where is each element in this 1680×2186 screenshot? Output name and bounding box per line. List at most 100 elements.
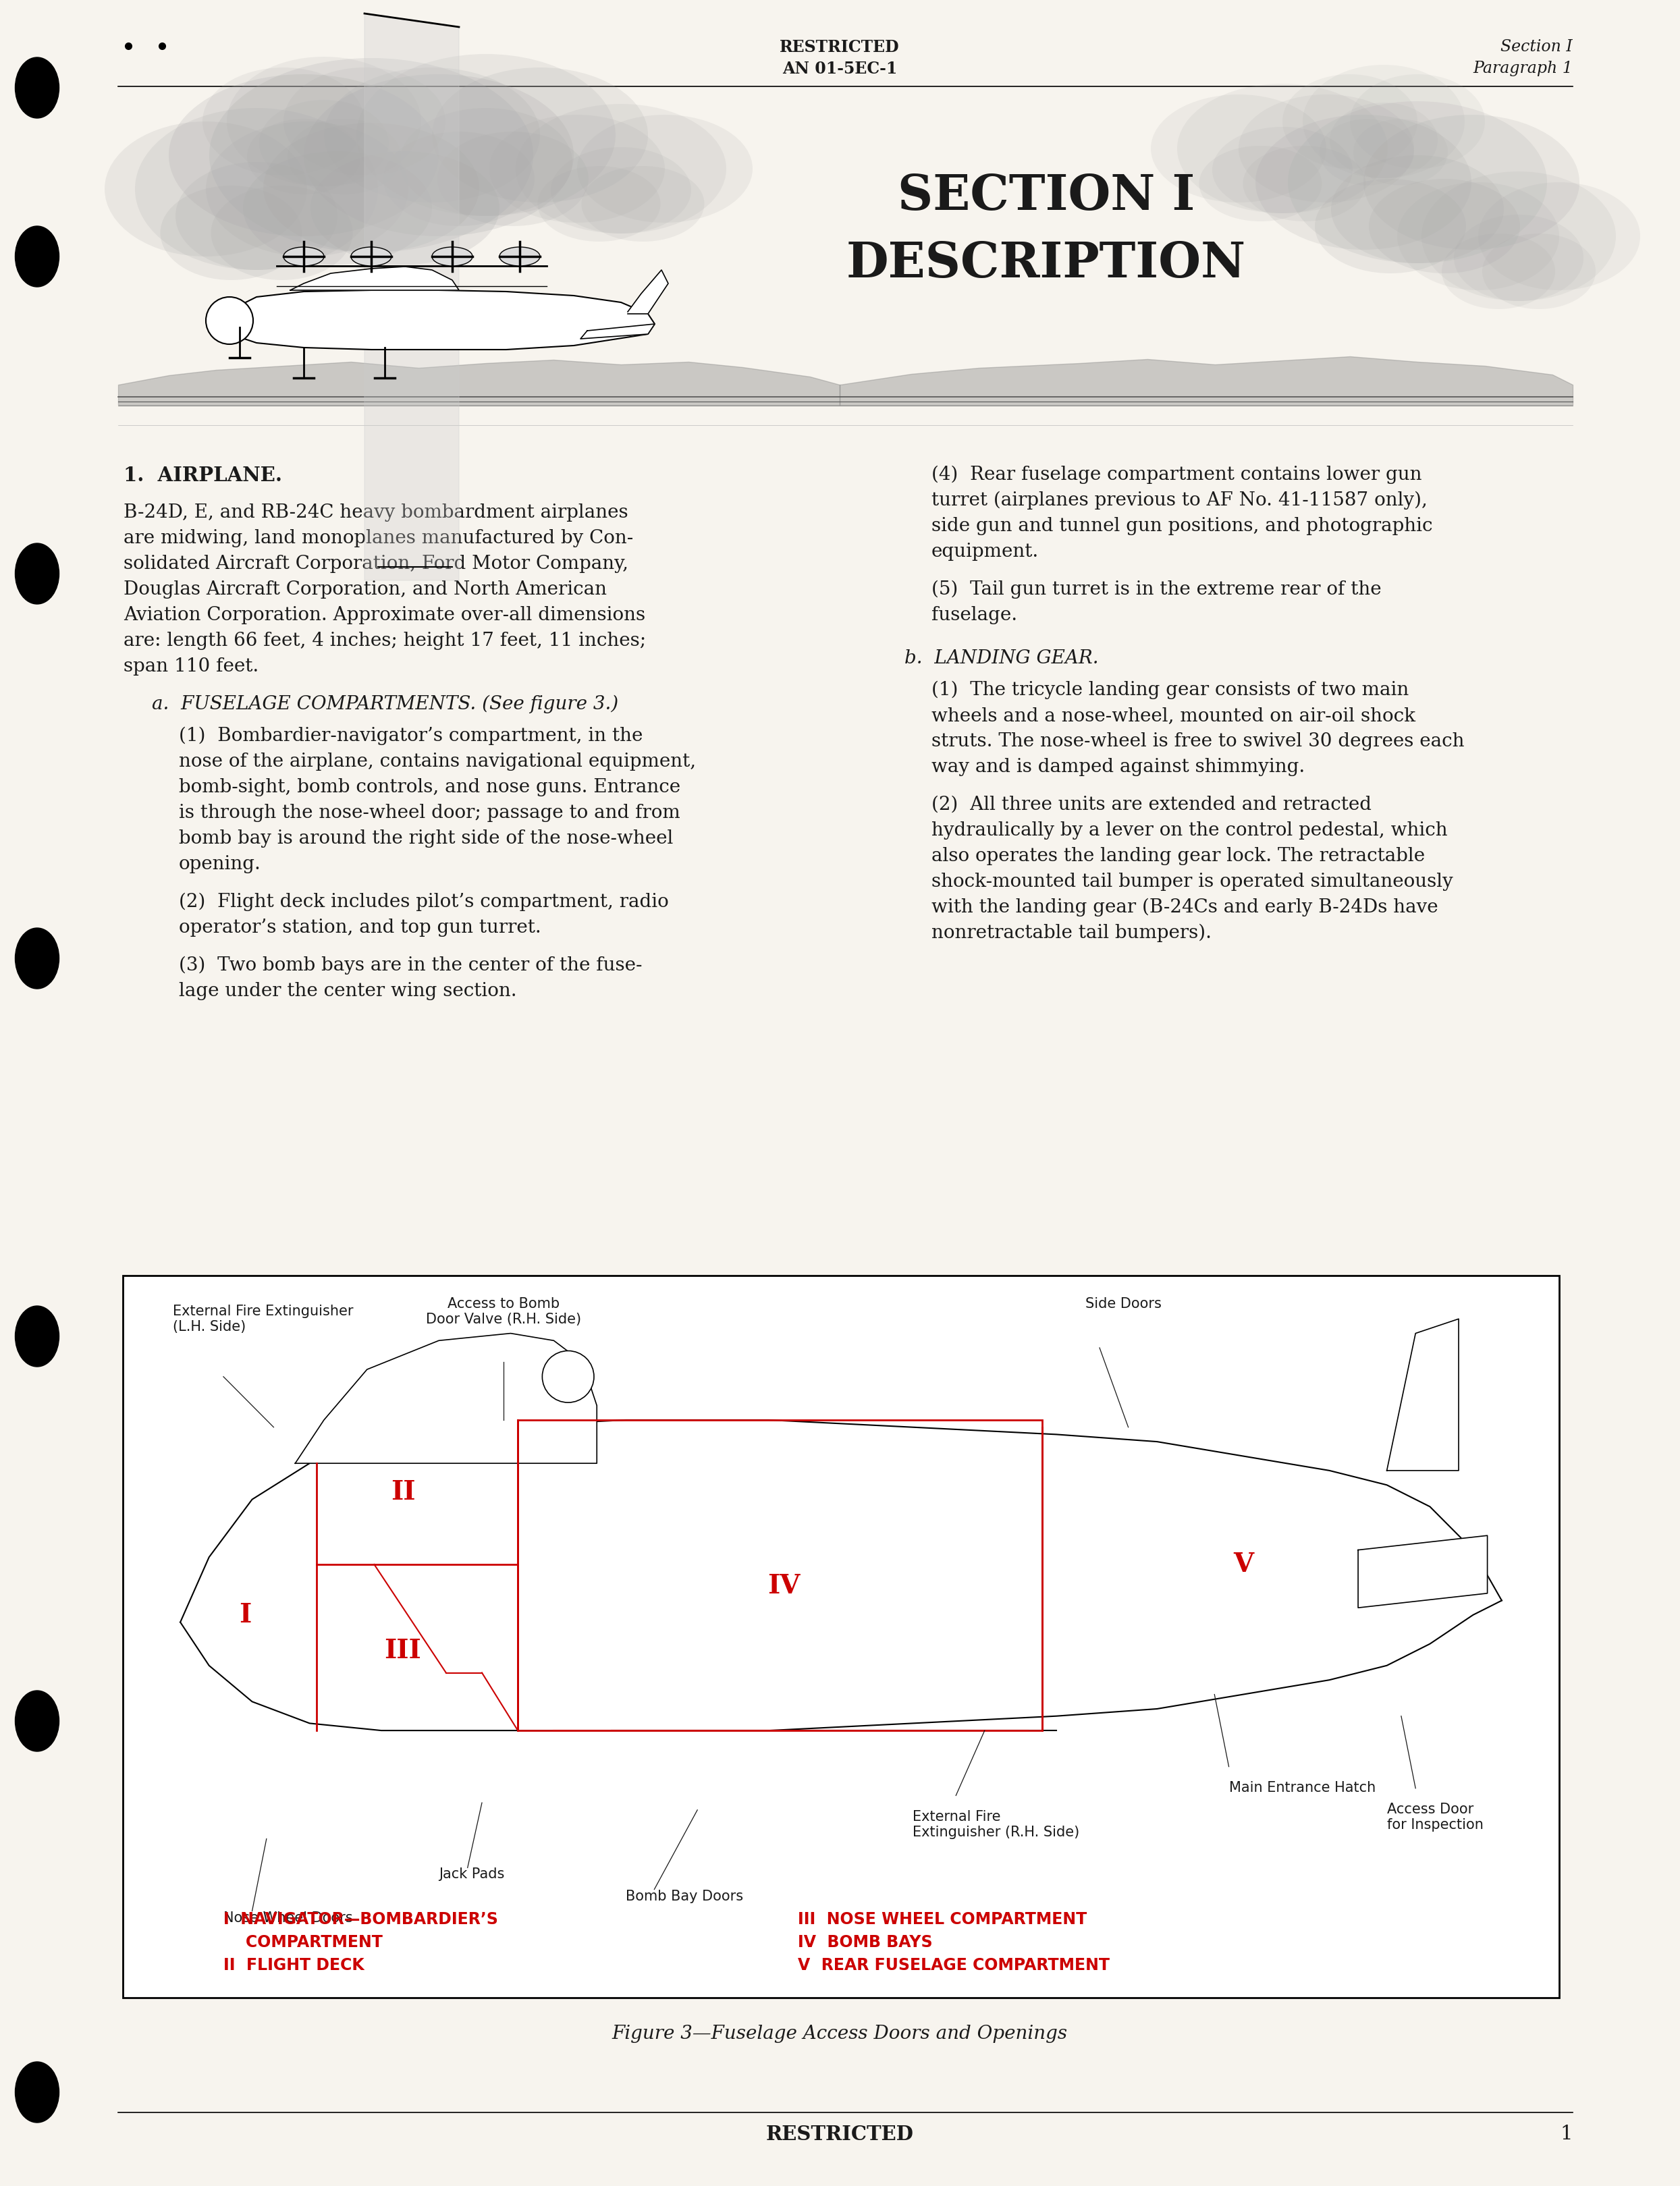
Ellipse shape [175, 162, 338, 269]
Ellipse shape [1151, 94, 1326, 203]
Ellipse shape [212, 186, 353, 280]
Text: Douglas Aircraft Corporation, and North American: Douglas Aircraft Corporation, and North … [124, 581, 606, 599]
Ellipse shape [284, 247, 324, 267]
Text: V  REAR FUSELAGE COMPARTMENT: V REAR FUSELAGE COMPARTMENT [798, 1956, 1110, 1974]
Ellipse shape [168, 74, 438, 236]
Ellipse shape [432, 68, 648, 203]
Ellipse shape [324, 68, 539, 203]
Text: are midwing, land monoplanes manufactured by Con-: are midwing, land monoplanes manufacture… [124, 529, 633, 546]
Text: (2)  Flight deck includes pilot’s compartment, radio: (2) Flight deck includes pilot’s compart… [178, 892, 669, 912]
Ellipse shape [1369, 179, 1520, 273]
Ellipse shape [15, 544, 59, 603]
Text: III  NOSE WHEEL COMPARTMENT: III NOSE WHEEL COMPARTMENT [798, 1911, 1087, 1928]
Ellipse shape [1282, 74, 1418, 168]
Text: bomb bay is around the right side of the nose-wheel: bomb bay is around the right side of the… [178, 828, 674, 848]
Text: II: II [391, 1480, 415, 1504]
Text: AN 01-5EC-1: AN 01-5EC-1 [783, 61, 897, 77]
Text: I: I [239, 1602, 250, 1629]
Text: 1.  AIRPLANE.: 1. AIRPLANE. [124, 466, 282, 485]
Polygon shape [296, 1333, 596, 1462]
Polygon shape [180, 1421, 1502, 1731]
Ellipse shape [259, 101, 388, 186]
Text: Bomb Bay Doors: Bomb Bay Doors [625, 1889, 743, 1902]
Ellipse shape [1319, 118, 1415, 186]
Polygon shape [1357, 1535, 1487, 1607]
Ellipse shape [1453, 214, 1584, 302]
Text: RESTRICTED: RESTRICTED [766, 2125, 914, 2144]
Ellipse shape [287, 118, 402, 195]
Text: fuselage.: fuselage. [931, 606, 1018, 625]
Text: I  NAVIGATOR—BOMBARDIER’S: I NAVIGATOR—BOMBARDIER’S [223, 1911, 497, 1928]
Ellipse shape [1478, 181, 1640, 291]
Text: way and is damped against shimmying.: way and is damped against shimmying. [931, 759, 1305, 776]
Ellipse shape [1302, 66, 1465, 179]
Ellipse shape [1238, 94, 1415, 203]
Ellipse shape [581, 166, 704, 243]
Ellipse shape [247, 118, 361, 195]
Bar [123, 1277, 1559, 1998]
Ellipse shape [1213, 127, 1352, 214]
Text: (4)  Rear fuselage compartment contains lower gun: (4) Rear fuselage compartment contains l… [931, 466, 1421, 483]
Ellipse shape [499, 247, 539, 267]
Ellipse shape [304, 74, 575, 236]
Text: DESCRIPTION: DESCRIPTION [847, 238, 1247, 286]
Text: Side Doors: Side Doors [1085, 1296, 1161, 1312]
Text: Nose Wheel Doors: Nose Wheel Doors [223, 1911, 353, 1924]
Ellipse shape [1329, 103, 1438, 179]
Text: struts. The nose-wheel is free to swivel 30 degrees each: struts. The nose-wheel is free to swivel… [931, 732, 1465, 750]
Text: (2)  All three units are extended and retracted: (2) All three units are extended and ret… [931, 796, 1371, 813]
Ellipse shape [1255, 114, 1472, 249]
Text: (1)  The tricycle landing gear consists of two main: (1) The tricycle landing gear consists o… [931, 682, 1410, 700]
Bar [517, 1421, 1042, 1731]
Circle shape [207, 297, 254, 343]
Polygon shape [581, 324, 655, 339]
Text: bomb-sight, bomb controls, and nose guns. Entrance: bomb-sight, bomb controls, and nose guns… [178, 778, 680, 796]
Ellipse shape [578, 114, 753, 223]
Polygon shape [291, 267, 459, 291]
Ellipse shape [383, 131, 534, 225]
Text: External Fire
Extinguisher (R.H. Side): External Fire Extinguisher (R.H. Side) [912, 1810, 1080, 1838]
Ellipse shape [15, 225, 59, 286]
Text: Access to Bomb
Door Valve (R.H. Side): Access to Bomb Door Valve (R.H. Side) [425, 1296, 581, 1327]
Circle shape [543, 1351, 595, 1403]
Text: II  FLIGHT DECK: II FLIGHT DECK [223, 1956, 365, 1974]
Ellipse shape [104, 122, 307, 256]
Ellipse shape [264, 122, 479, 251]
Ellipse shape [437, 131, 588, 225]
Text: wheels and a nose-wheel, mounted on air-oil shock: wheels and a nose-wheel, mounted on air-… [931, 706, 1416, 726]
Text: B-24D, E, and RB-24C heavy bombardment airplanes: B-24D, E, and RB-24C heavy bombardment a… [124, 503, 628, 522]
Ellipse shape [1315, 179, 1467, 273]
Ellipse shape [1351, 74, 1485, 168]
Ellipse shape [227, 57, 422, 186]
Text: IV: IV [768, 1574, 800, 1598]
Ellipse shape [1331, 155, 1504, 262]
Ellipse shape [311, 151, 499, 265]
Text: are: length 66 feet, 4 inches; height 17 feet, 11 inches;: are: length 66 feet, 4 inches; height 17… [124, 632, 647, 649]
Text: Access Door
for Inspection: Access Door for Inspection [1386, 1803, 1483, 1832]
Text: b.  LANDING GEAR.: b. LANDING GEAR. [904, 649, 1099, 667]
Polygon shape [365, 13, 459, 581]
Polygon shape [1386, 1318, 1458, 1471]
Ellipse shape [207, 122, 408, 256]
Ellipse shape [15, 2061, 59, 2123]
Text: Figure 3—Fuselage Access Doors and Openings: Figure 3—Fuselage Access Doors and Openi… [612, 2024, 1067, 2044]
Text: also operates the landing gear lock. The retractable: also operates the landing gear lock. The… [931, 846, 1425, 866]
Ellipse shape [203, 68, 365, 175]
Text: (3)  Two bomb bays are in the center of the fuse-: (3) Two bomb bays are in the center of t… [178, 955, 642, 975]
Text: RESTRICTED: RESTRICTED [780, 39, 899, 55]
Text: equipment.: equipment. [931, 542, 1038, 562]
Text: span 110 feet.: span 110 feet. [124, 658, 259, 675]
Text: Section I: Section I [1500, 39, 1572, 55]
Ellipse shape [551, 146, 690, 234]
Text: III: III [385, 1637, 422, 1664]
Text: Main Entrance Hatch: Main Entrance Hatch [1228, 1782, 1376, 1795]
Text: External Fire Extinguisher
(L.H. Side): External Fire Extinguisher (L.H. Side) [173, 1305, 354, 1333]
Ellipse shape [15, 929, 59, 988]
Text: IV  BOMB BAYS: IV BOMB BAYS [798, 1935, 932, 1950]
Text: is through the nose-wheel door; passage to and from: is through the nose-wheel door; passage … [178, 804, 680, 822]
Ellipse shape [1441, 234, 1556, 308]
Text: COMPARTMENT: COMPARTMENT [223, 1935, 383, 1950]
Polygon shape [628, 269, 669, 315]
Ellipse shape [1364, 114, 1579, 249]
Text: lage under the center wing section.: lage under the center wing section. [178, 982, 517, 1001]
